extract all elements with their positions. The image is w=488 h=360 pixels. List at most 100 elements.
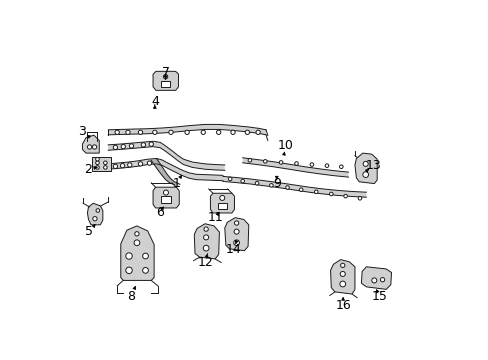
Circle shape — [362, 172, 368, 177]
Circle shape — [255, 181, 258, 185]
Circle shape — [163, 190, 168, 195]
Circle shape — [142, 267, 148, 273]
Circle shape — [230, 130, 235, 134]
Polygon shape — [194, 224, 219, 259]
Polygon shape — [223, 176, 366, 197]
Text: 1: 1 — [172, 177, 180, 190]
Circle shape — [87, 145, 92, 149]
Circle shape — [279, 161, 282, 164]
Circle shape — [93, 217, 97, 221]
Text: 13: 13 — [365, 159, 381, 172]
Circle shape — [329, 192, 332, 196]
Circle shape — [363, 161, 367, 166]
Bar — [161, 197, 171, 203]
Circle shape — [371, 278, 376, 283]
Circle shape — [228, 177, 231, 181]
Circle shape — [138, 162, 142, 166]
Circle shape — [309, 163, 313, 166]
Circle shape — [343, 194, 346, 198]
Circle shape — [357, 197, 361, 200]
Text: 15: 15 — [371, 290, 387, 303]
Polygon shape — [108, 158, 223, 181]
Circle shape — [142, 253, 148, 259]
Circle shape — [103, 161, 107, 165]
Bar — [161, 81, 170, 87]
Circle shape — [255, 130, 260, 134]
Circle shape — [340, 263, 344, 267]
Circle shape — [129, 144, 133, 148]
Circle shape — [233, 240, 239, 246]
Circle shape — [163, 75, 167, 79]
Bar — [92, 157, 110, 171]
Circle shape — [216, 130, 221, 134]
Polygon shape — [242, 158, 348, 177]
Circle shape — [294, 162, 298, 165]
Circle shape — [134, 240, 140, 246]
Text: 12: 12 — [197, 256, 212, 269]
Circle shape — [96, 209, 100, 212]
Circle shape — [96, 166, 99, 169]
Circle shape — [135, 231, 139, 236]
Polygon shape — [151, 158, 180, 185]
Circle shape — [234, 229, 239, 234]
Circle shape — [285, 186, 289, 189]
Circle shape — [152, 130, 157, 134]
Polygon shape — [354, 153, 376, 184]
Text: 7: 7 — [161, 66, 169, 79]
Circle shape — [201, 130, 205, 134]
Circle shape — [125, 253, 132, 259]
Circle shape — [113, 145, 117, 149]
Circle shape — [168, 130, 173, 134]
Circle shape — [120, 163, 124, 168]
Circle shape — [339, 281, 345, 287]
Circle shape — [203, 227, 208, 231]
Bar — [217, 203, 226, 209]
Circle shape — [325, 164, 328, 167]
Circle shape — [203, 235, 208, 240]
Circle shape — [269, 184, 273, 187]
Circle shape — [219, 195, 224, 201]
Text: 8: 8 — [127, 290, 135, 303]
Text: 10: 10 — [277, 139, 293, 152]
Text: 11: 11 — [207, 211, 223, 224]
Text: 9: 9 — [272, 177, 280, 190]
Circle shape — [103, 166, 107, 169]
Polygon shape — [361, 267, 391, 289]
Text: 4: 4 — [151, 95, 159, 108]
Text: 3: 3 — [78, 125, 86, 138]
Circle shape — [380, 278, 384, 282]
Polygon shape — [153, 187, 179, 208]
Polygon shape — [330, 260, 354, 294]
Circle shape — [138, 130, 142, 134]
Circle shape — [241, 179, 244, 183]
Circle shape — [263, 159, 266, 163]
Text: 5: 5 — [84, 225, 92, 238]
Circle shape — [149, 142, 153, 146]
Polygon shape — [153, 71, 178, 90]
Circle shape — [113, 164, 117, 168]
Text: 6: 6 — [156, 206, 164, 219]
Circle shape — [314, 190, 317, 194]
Circle shape — [340, 271, 345, 276]
Circle shape — [247, 158, 251, 162]
Polygon shape — [224, 218, 248, 251]
Circle shape — [184, 130, 189, 134]
Text: 16: 16 — [335, 299, 350, 312]
Circle shape — [96, 157, 99, 161]
Circle shape — [141, 143, 145, 147]
Circle shape — [115, 130, 119, 134]
Circle shape — [244, 130, 249, 134]
Text: 14: 14 — [225, 243, 241, 256]
Circle shape — [125, 130, 130, 134]
Circle shape — [234, 221, 238, 225]
Polygon shape — [121, 226, 154, 280]
Circle shape — [127, 163, 132, 167]
Circle shape — [96, 161, 99, 165]
Text: 2: 2 — [84, 163, 92, 176]
Circle shape — [203, 245, 208, 251]
Polygon shape — [87, 203, 102, 225]
Circle shape — [121, 144, 125, 149]
Polygon shape — [82, 135, 99, 153]
Circle shape — [125, 267, 132, 274]
Circle shape — [147, 161, 151, 165]
